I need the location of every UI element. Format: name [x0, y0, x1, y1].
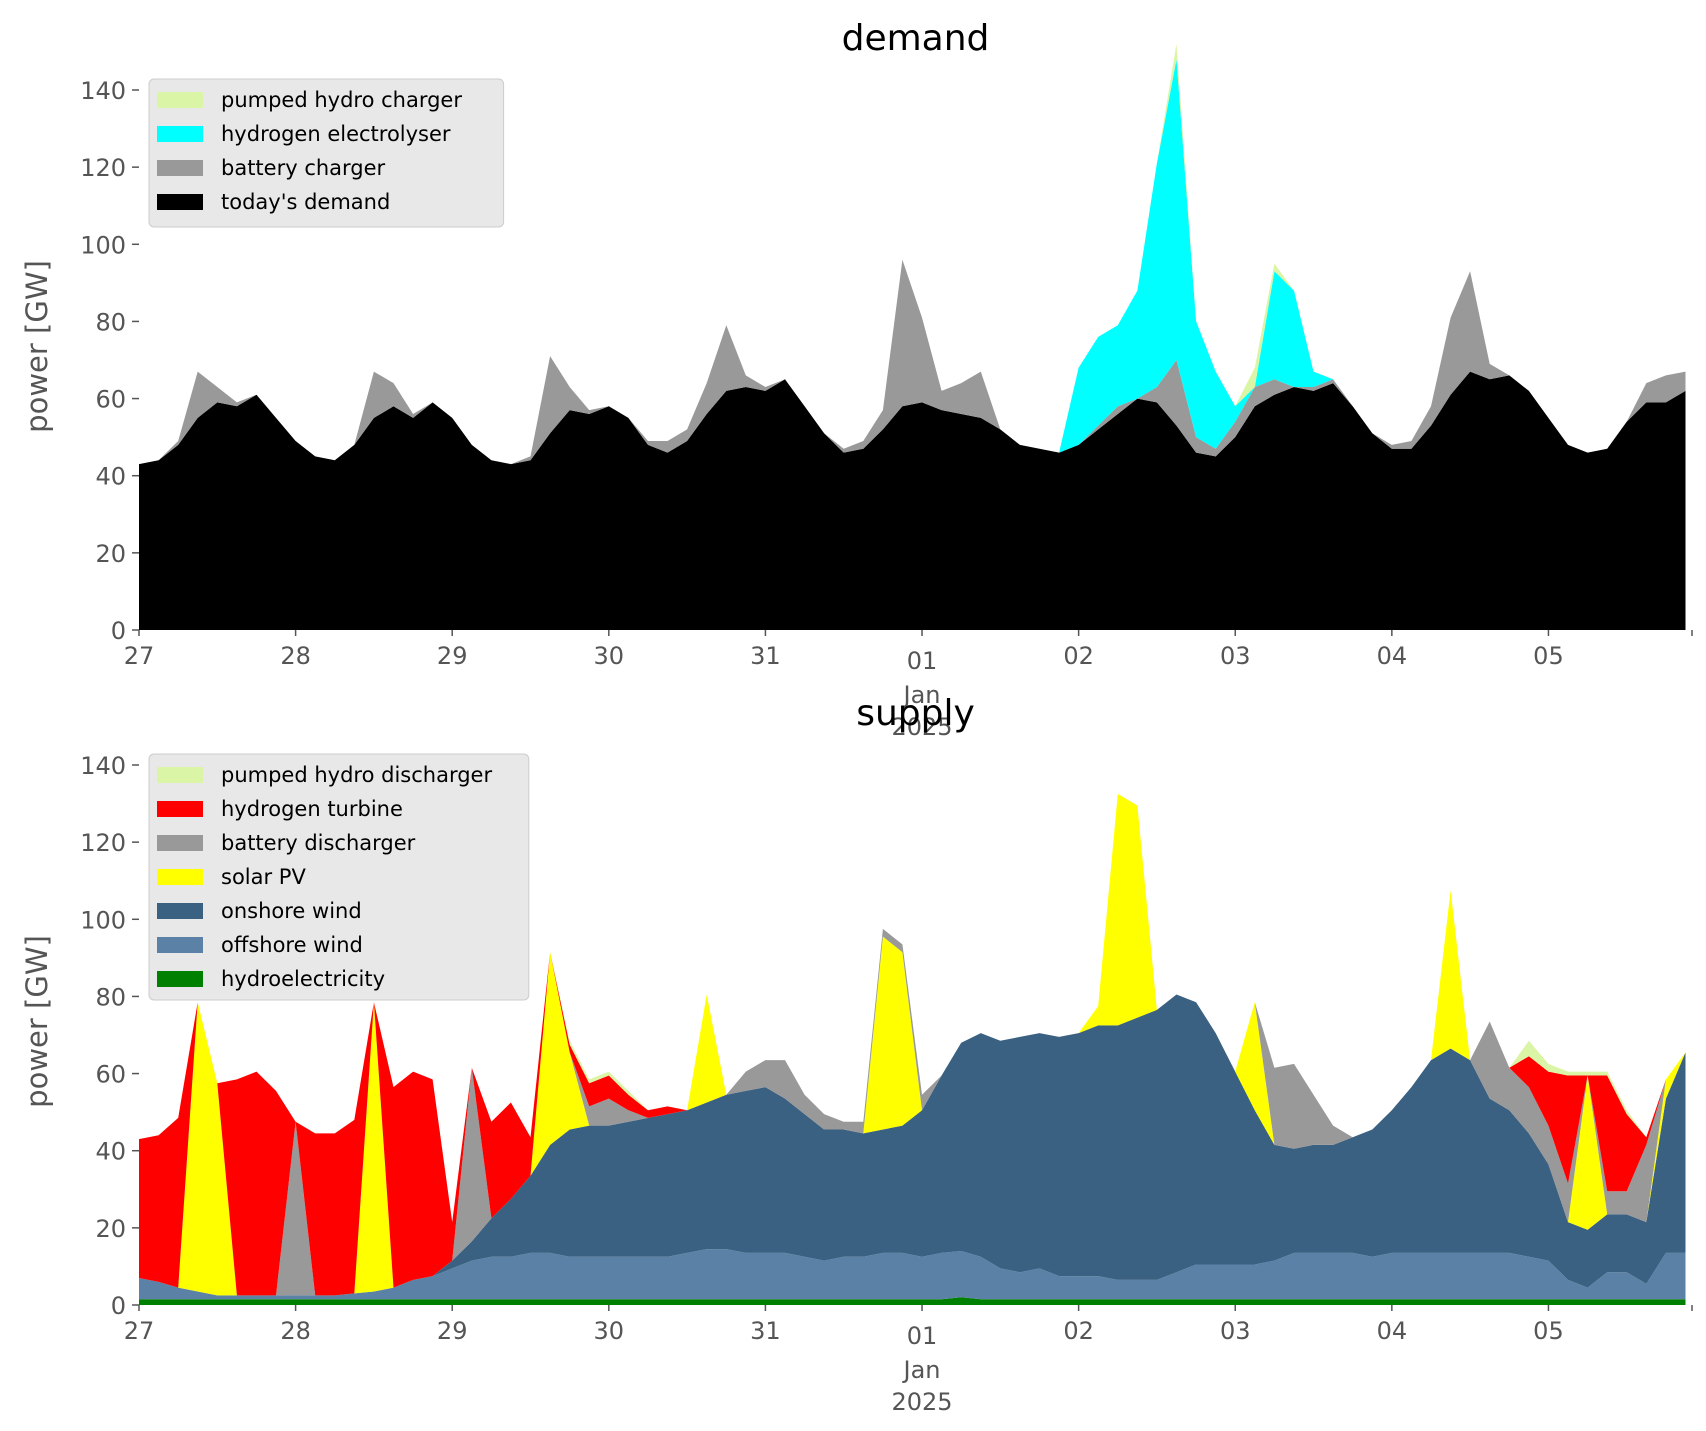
supply-y-tick-label: 120: [80, 829, 126, 857]
supply-legend-swatch-offshore-wind: [157, 937, 203, 953]
supply-x-tick-label: 27: [124, 1317, 155, 1345]
demand-x-tick-label: 02: [1063, 642, 1094, 670]
demand-y-tick-label: 80: [95, 308, 126, 336]
supply-y-tick-label: 20: [95, 1215, 126, 1243]
supply-panel: supply 0 20 40 60 80 100 120 140 27 28 29 30 31 01 02 03…: [20, 693, 1693, 1416]
demand-y-axis-label: power [GW]: [20, 260, 54, 433]
demand-x-tick-label: 03: [1220, 642, 1251, 670]
demand-y-tick-label: 120: [80, 154, 126, 182]
demand-chart-title: demand: [842, 18, 990, 59]
demand-x-tick-label: 30: [594, 642, 625, 670]
demand-legend-swatch-today-s-demand: [157, 194, 203, 210]
supply-area-onshore-wind: [139, 994, 1686, 1296]
supply-y-tick-label: 140: [80, 752, 126, 780]
supply-area-solar-pv: [139, 793, 1686, 1296]
supply-area-battery-discharger: [139, 793, 1686, 1296]
supply-y-tick-label: 100: [80, 906, 126, 934]
supply-legend-swatch-pumped-hydro-discharger: [157, 767, 203, 783]
demand-x-tick-label: 04: [1377, 642, 1408, 670]
supply-y-axis-label: power [GW]: [20, 935, 54, 1108]
supply-legend-swatch-battery-discharger: [157, 835, 203, 851]
demand-panel: demand 0 20 40 60 80 100 120 140 27 28 29 30 31 01 02 03…: [20, 18, 1693, 741]
demand-x-tick-label: 29: [437, 642, 468, 670]
supply-x-tick-label: 01: [907, 1322, 938, 1350]
supply-x-tick-label: 02: [1063, 1317, 1094, 1345]
demand-legend: pumped hydro charger hydrogen electrolyse…: [148, 78, 505, 228]
demand-legend-swatch-battery-charger: [157, 160, 203, 176]
supply-y-tick-label: 40: [95, 1138, 126, 1166]
demand-area-today-s-demand: [139, 371, 1686, 630]
demand-x-tick-label: 01: [907, 647, 938, 675]
demand-y-tick-label: 40: [95, 463, 126, 491]
supply-x-tick-label: 31: [750, 1317, 781, 1345]
supply-legend-label-hydrogen-turbine: hydrogen turbine: [221, 797, 403, 821]
supply-x-tick-label: 28: [280, 1317, 311, 1345]
supply-legend: pumped hydro discharger hydrogen turbine b…: [148, 753, 530, 1001]
supply-legend-label-pumped-hydro-discharger: pumped hydro discharger: [221, 763, 492, 787]
supply-x-tick-label: 04: [1377, 1317, 1408, 1345]
demand-x-tick-label: 05: [1533, 642, 1564, 670]
demand-y-tick-label: 60: [95, 386, 126, 414]
demand-y-tick-label: 100: [80, 231, 126, 259]
demand-legend-swatch-pumped-hydro-charger: [157, 92, 203, 108]
demand-y-tick-label: 0: [111, 617, 126, 645]
demand-y-tick-label: 20: [95, 540, 126, 568]
supply-legend-box: [148, 753, 530, 1001]
supply-legend-swatch-onshore-wind: [157, 903, 203, 919]
supply-y-tick-label: 60: [95, 1061, 126, 1089]
demand-x-tick-sublabel: Jan: [902, 681, 941, 709]
demand-legend-label-hydrogen-electrolyser: hydrogen electrolyser: [221, 122, 451, 146]
demand-legend-label-battery-charger: battery charger: [221, 156, 386, 180]
supply-y-tick-label: 0: [111, 1292, 126, 1320]
demand-legend-label-pumped-hydro-charger: pumped hydro charger: [221, 88, 462, 112]
supply-y-tick-label: 80: [95, 983, 126, 1011]
demand-x-tick-label: 27: [124, 642, 155, 670]
demand-y-tick-label: 140: [80, 77, 126, 105]
supply-legend-swatch-hydrogen-turbine: [157, 801, 203, 817]
demand-x-tick-label: 31: [750, 642, 781, 670]
supply-legend-swatch-hydroelectricity: [157, 971, 203, 987]
demand-area-battery-charger: [139, 259, 1686, 465]
supply-x-tick-label: 03: [1220, 1317, 1251, 1345]
supply-x-tick-label: 30: [594, 1317, 625, 1345]
demand-area-hydrogen-electrolyser: [139, 59, 1686, 465]
supply-area-hydroelectricity: [139, 1297, 1686, 1305]
demand-legend-label-today-s-demand: today's demand: [221, 190, 390, 214]
supply-legend-swatch-solar-pv: [157, 869, 203, 885]
supply-x-tick-label: 29: [437, 1317, 468, 1345]
supply-area-offshore-wind: [139, 1249, 1686, 1300]
supply-legend-label-hydroelectricity: hydroelectricity: [221, 967, 385, 991]
supply-x-tick-sublabel: Jan: [902, 1356, 941, 1384]
supply-legend-label-battery-discharger: battery discharger: [221, 831, 416, 855]
supply-legend-label-solar-pv: solar PV: [221, 865, 306, 889]
demand-x-tick-label: 28: [280, 642, 311, 670]
supply-legend-label-offshore-wind: offshore wind: [221, 933, 363, 957]
demand-legend-box: [148, 78, 505, 228]
demand-x-tick-sublabel: 2025: [891, 713, 952, 741]
supply-x-tick-label: 05: [1533, 1317, 1564, 1345]
supply-chart-title: supply: [856, 693, 975, 734]
supply-area-hydrogen-turbine: [139, 793, 1686, 1296]
supply-legend-label-onshore-wind: onshore wind: [221, 899, 362, 923]
demand-legend-swatch-hydrogen-electrolyser: [157, 126, 203, 142]
supply-x-tick-sublabel: 2025: [891, 1388, 952, 1416]
